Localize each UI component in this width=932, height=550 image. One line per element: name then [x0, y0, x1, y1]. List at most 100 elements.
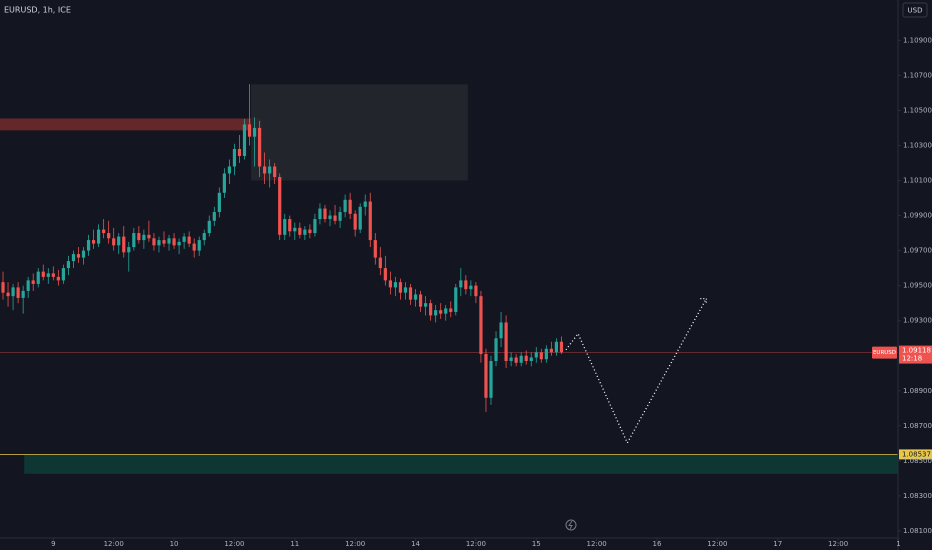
currency-button[interactable]: [902, 2, 928, 18]
candle-body: [107, 233, 111, 239]
candle-body: [172, 238, 176, 246]
candle-body: [298, 227, 302, 235]
candle-body: [152, 238, 156, 246]
candle-body: [549, 348, 553, 353]
candle-body: [429, 303, 433, 316]
candle-body: [554, 341, 559, 353]
candle-body: [424, 303, 428, 307]
x-tick-label: 15: [532, 540, 541, 548]
x-tick-label: 12:00: [466, 540, 486, 548]
currency-label: USD: [908, 7, 923, 15]
candle-body: [187, 236, 191, 244]
candle-body: [388, 280, 392, 288]
y-tick-label: 1.10700: [903, 71, 932, 79]
candle-body: [6, 292, 10, 297]
x-tick-label: 11: [290, 540, 299, 548]
candle-body: [539, 352, 543, 360]
candle-body: [449, 308, 453, 312]
candle-body: [227, 166, 232, 174]
candle-body: [358, 206, 362, 230]
candle-body: [413, 294, 418, 300]
candle-body: [212, 212, 216, 221]
y-tick-label: 1.08100: [903, 527, 932, 535]
candle-body: [333, 215, 337, 221]
candle-body: [288, 219, 292, 232]
zone: [24, 454, 898, 474]
candle-body: [46, 273, 50, 277]
x-tick-label: 16: [653, 540, 662, 548]
candle-body: [323, 208, 327, 220]
candle-body: [71, 254, 76, 262]
candle-body: [66, 261, 71, 269]
candle-body: [504, 322, 508, 362]
candle-body: [51, 273, 55, 277]
y-tick-label: 1.10300: [903, 141, 932, 149]
x-tick-label: 12:00: [224, 540, 244, 548]
candle-body: [222, 173, 226, 193]
candle-body: [97, 229, 101, 244]
candle-body: [137, 233, 141, 241]
candle-body: [313, 219, 317, 234]
zone: [0, 118, 263, 131]
candle-body: [127, 247, 131, 253]
candle-body: [202, 233, 206, 241]
candle-body: [514, 357, 518, 363]
candle-body: [1, 282, 5, 293]
replay-icon-bolt: [568, 520, 573, 530]
candle-body: [197, 240, 201, 251]
candle-body: [499, 322, 503, 339]
candle-body: [418, 294, 423, 307]
candle-body: [479, 296, 483, 354]
candle-body: [328, 215, 332, 220]
candle-body: [353, 213, 357, 230]
candle-body: [177, 241, 181, 246]
candle-body: [278, 176, 282, 235]
x-tick-label: 17: [773, 540, 782, 548]
candle-body: [444, 308, 448, 314]
candle-body: [439, 310, 443, 314]
x-tick-label: 12:00: [828, 540, 848, 548]
y-tick-label: 1.09300: [903, 317, 932, 325]
candle-body: [192, 243, 196, 251]
candle-body: [534, 352, 538, 358]
candle-body: [494, 338, 498, 362]
candle-body: [26, 280, 30, 291]
countdown-label: 12:18: [902, 355, 922, 363]
candle-body: [102, 229, 106, 234]
candle-body: [257, 127, 262, 167]
candle-body: [383, 268, 387, 281]
candle-body: [318, 208, 322, 220]
candle-body: [252, 127, 257, 137]
candle-body: [489, 361, 493, 398]
candle-body: [509, 357, 513, 362]
candle-body: [242, 124, 247, 156]
candle-body: [544, 348, 548, 360]
candle-body: [368, 201, 372, 241]
candle-body: [157, 240, 161, 246]
candle-body: [524, 355, 528, 362]
x-tick-label: 12:00: [345, 540, 365, 548]
candle-body: [56, 276, 60, 281]
y-tick-label: 1.08300: [903, 492, 932, 500]
candle-body: [182, 236, 186, 242]
candle-body: [459, 280, 463, 288]
y-tick-label: 1.09700: [903, 247, 932, 255]
candle-body: [303, 229, 307, 235]
candle-body: [61, 268, 65, 281]
candle-body: [76, 254, 81, 258]
y-tick-label: 1.10900: [903, 36, 932, 44]
y-tick-label: 1.09900: [903, 212, 932, 220]
chart-title: EURUSD, 1h, ICE: [4, 6, 71, 15]
replay-icon[interactable]: [565, 519, 577, 531]
candle-body: [559, 341, 564, 353]
candle-body: [529, 357, 533, 362]
candle-body: [308, 229, 312, 234]
candle-body: [398, 282, 403, 293]
symbol-label: EURUSD: [873, 350, 896, 356]
level-label: 1.08537: [902, 450, 931, 458]
candle-body: [348, 199, 352, 214]
candle-body: [91, 240, 96, 244]
candle-body: [519, 355, 523, 363]
